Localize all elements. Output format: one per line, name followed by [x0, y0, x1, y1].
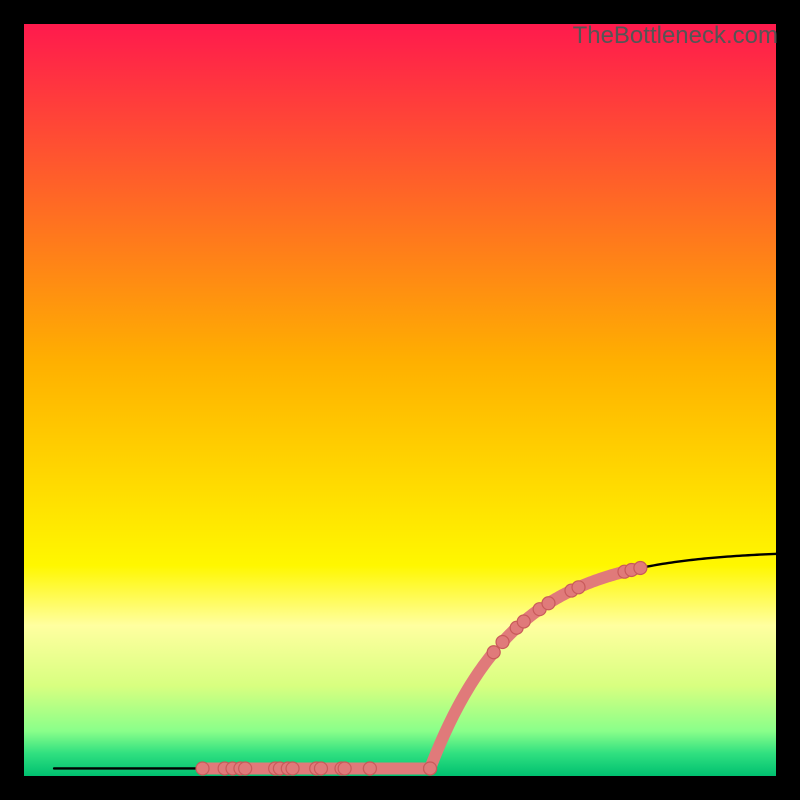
chart-plot: [24, 24, 776, 776]
chart-frame: TheBottleneck.com: [0, 0, 800, 800]
watermark-text: TheBottleneck.com: [573, 22, 778, 50]
